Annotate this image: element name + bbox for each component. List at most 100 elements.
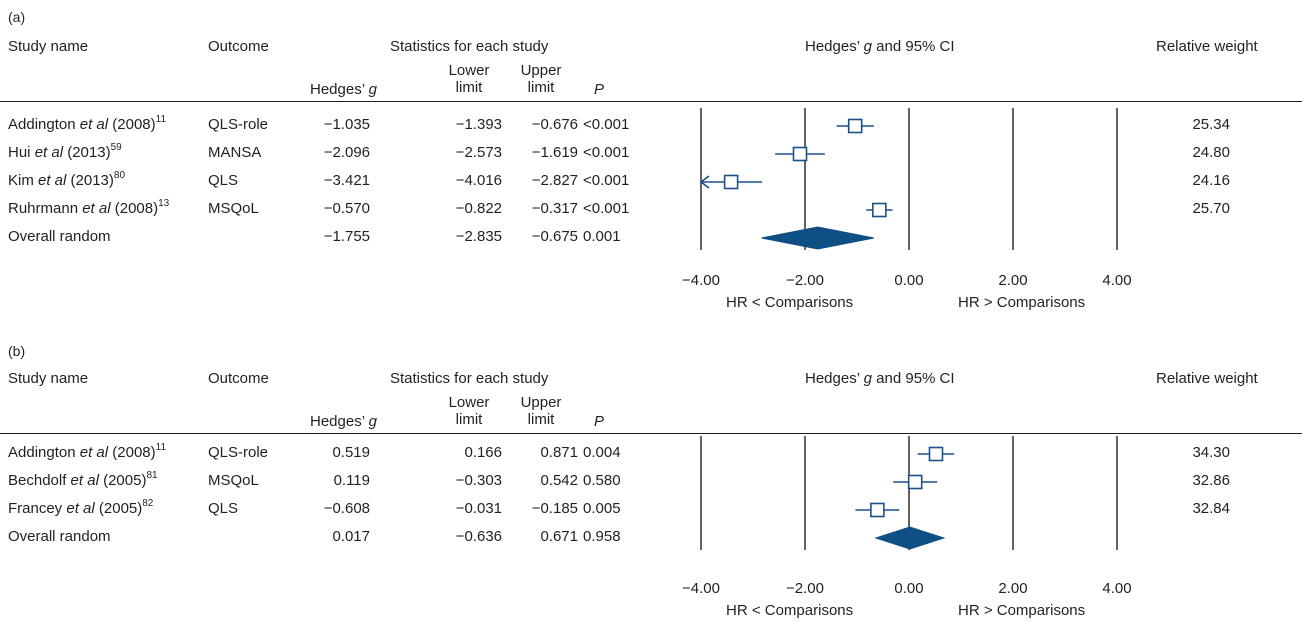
point-estimate [792, 146, 808, 162]
study-lower-limit: −2.573 [455, 144, 502, 161]
tick-label: −4.00 [682, 272, 720, 289]
point-estimate [723, 174, 739, 190]
forest-plot-panel-b: (b) Study name Outcome Statistics for ea… [0, 306, 1302, 628]
overall-hedges-g: −1.755 [323, 228, 370, 245]
study-hedges-g: −3.421 [323, 172, 370, 189]
header-hedges-g: Hedges’ g [310, 413, 377, 430]
tick-label: 4.00 [1102, 580, 1132, 597]
header-upper-1: Upper [520, 394, 562, 411]
study-weight: 24.16 [1192, 172, 1230, 189]
study-p-value: <0.001 [583, 116, 630, 133]
study-weight: 32.86 [1192, 472, 1230, 489]
study-weight: 32.84 [1192, 500, 1230, 517]
study-p-value: 0.004 [583, 444, 621, 461]
tick-label: 2.00 [998, 580, 1028, 597]
overall-upper-limit: 0.671 [540, 528, 578, 545]
study-hedges-g: 0.519 [332, 444, 370, 461]
tick-label: −4.00 [682, 580, 720, 597]
study-weight: 25.34 [1192, 116, 1230, 133]
overall-p-value: 0.958 [583, 528, 621, 545]
header-study-name: Study name [8, 38, 89, 55]
header-p: P [594, 413, 605, 430]
study-upper-limit: −0.317 [531, 200, 578, 217]
overall-upper-limit: −0.675 [531, 228, 578, 245]
forest-plot-b [700, 436, 1118, 550]
header-statistics: Statistics for each study [390, 370, 549, 387]
study-p-value: 0.005 [583, 500, 621, 517]
tick-label: −2.00 [786, 580, 824, 597]
study-upper-limit: −0.676 [531, 116, 578, 133]
tick-label: 0.00 [894, 272, 924, 289]
axis-right-label: HR > Comparisons [958, 294, 1086, 311]
study-outcome: MANSA [208, 144, 262, 161]
header-upper-1: Upper [520, 62, 562, 79]
point-estimate [847, 118, 863, 134]
overall-p-value: 0.001 [583, 228, 621, 245]
overall-diamond [761, 226, 874, 250]
header-upper-2: limit [527, 411, 555, 428]
point-estimate [907, 474, 923, 490]
study-outcome: QLS [208, 500, 239, 517]
study-weight: 24.80 [1192, 144, 1230, 161]
header-statistics: Statistics for each study [390, 38, 549, 55]
header-lower-2: limit [455, 79, 483, 96]
study-weight: 34.30 [1192, 444, 1230, 461]
study-name: Kim et al (2013)80 [8, 170, 126, 190]
tick-label: 0.00 [894, 580, 924, 597]
study-lower-limit: 0.166 [464, 444, 502, 461]
header-p: P [594, 81, 605, 98]
study-lower-limit: −0.822 [455, 200, 502, 217]
study-name: Ruhrmann et al (2008)13 [8, 198, 170, 218]
study-upper-limit: 0.542 [540, 472, 578, 489]
study-hedges-g: −1.035 [323, 116, 370, 133]
study-p-value: <0.001 [583, 172, 630, 189]
study-hedges-g: 0.119 [333, 472, 370, 489]
header-plot-title: Hedges’ g and 95% CI [805, 370, 955, 387]
study-name: Hui et al (2013)59 [8, 142, 122, 162]
study-upper-limit: −1.619 [531, 144, 578, 161]
point-estimate [872, 202, 887, 218]
study-outcome: MSQoL [208, 472, 259, 489]
panel-label: (b) [8, 343, 26, 359]
study-name: Bechdolf et al (2005)81 [8, 470, 158, 490]
study-name: Addington et al (2008)11 [8, 114, 167, 134]
axis-right-label: HR > Comparisons [958, 602, 1086, 619]
overall-label: Overall random [8, 228, 111, 245]
study-p-value: <0.001 [583, 200, 630, 217]
study-hedges-g: −0.570 [323, 200, 370, 217]
forest-plot-panel-a: (a) Study name Outcome Statistics for ea… [0, 9, 1302, 311]
study-lower-limit: −0.031 [455, 500, 502, 517]
study-outcome: QLS-role [208, 116, 269, 133]
study-outcome: QLS [208, 172, 239, 189]
study-name: Francey et al (2005)82 [8, 498, 154, 518]
header-relative-weight: Relative weight [1156, 38, 1258, 55]
study-hedges-g: −2.096 [323, 144, 370, 161]
study-upper-limit: 0.871 [540, 444, 578, 461]
study-hedges-g: −0.608 [323, 500, 370, 517]
tick-label: −2.00 [786, 272, 824, 289]
study-upper-limit: −2.827 [531, 172, 578, 189]
header-relative-weight: Relative weight [1156, 370, 1258, 387]
header-rule [0, 101, 1302, 102]
study-weight: 25.70 [1192, 200, 1230, 217]
header-outcome: Outcome [208, 370, 269, 387]
study-p-value: 0.580 [583, 472, 621, 489]
tick-label: 2.00 [998, 272, 1028, 289]
header-upper-2: limit [527, 79, 555, 96]
study-p-value: <0.001 [583, 144, 630, 161]
header-lower-1: Lower [448, 394, 490, 411]
overall-lower-limit: −2.835 [455, 228, 502, 245]
forest-plot-a [699, 108, 1118, 250]
overall-label: Overall random [8, 528, 111, 545]
header-rule [0, 433, 1302, 434]
point-estimate [928, 446, 944, 462]
header-lower-2: limit [455, 411, 483, 428]
study-outcome: QLS-role [208, 444, 269, 461]
overall-lower-limit: −0.636 [455, 528, 502, 545]
axis-left-label: HR < Comparisons [726, 602, 854, 619]
header-outcome: Outcome [208, 38, 269, 55]
overall-hedges-g: 0.017 [332, 528, 370, 545]
overall-diamond [874, 526, 946, 550]
study-upper-limit: −0.185 [531, 500, 578, 517]
point-estimate [870, 502, 885, 518]
